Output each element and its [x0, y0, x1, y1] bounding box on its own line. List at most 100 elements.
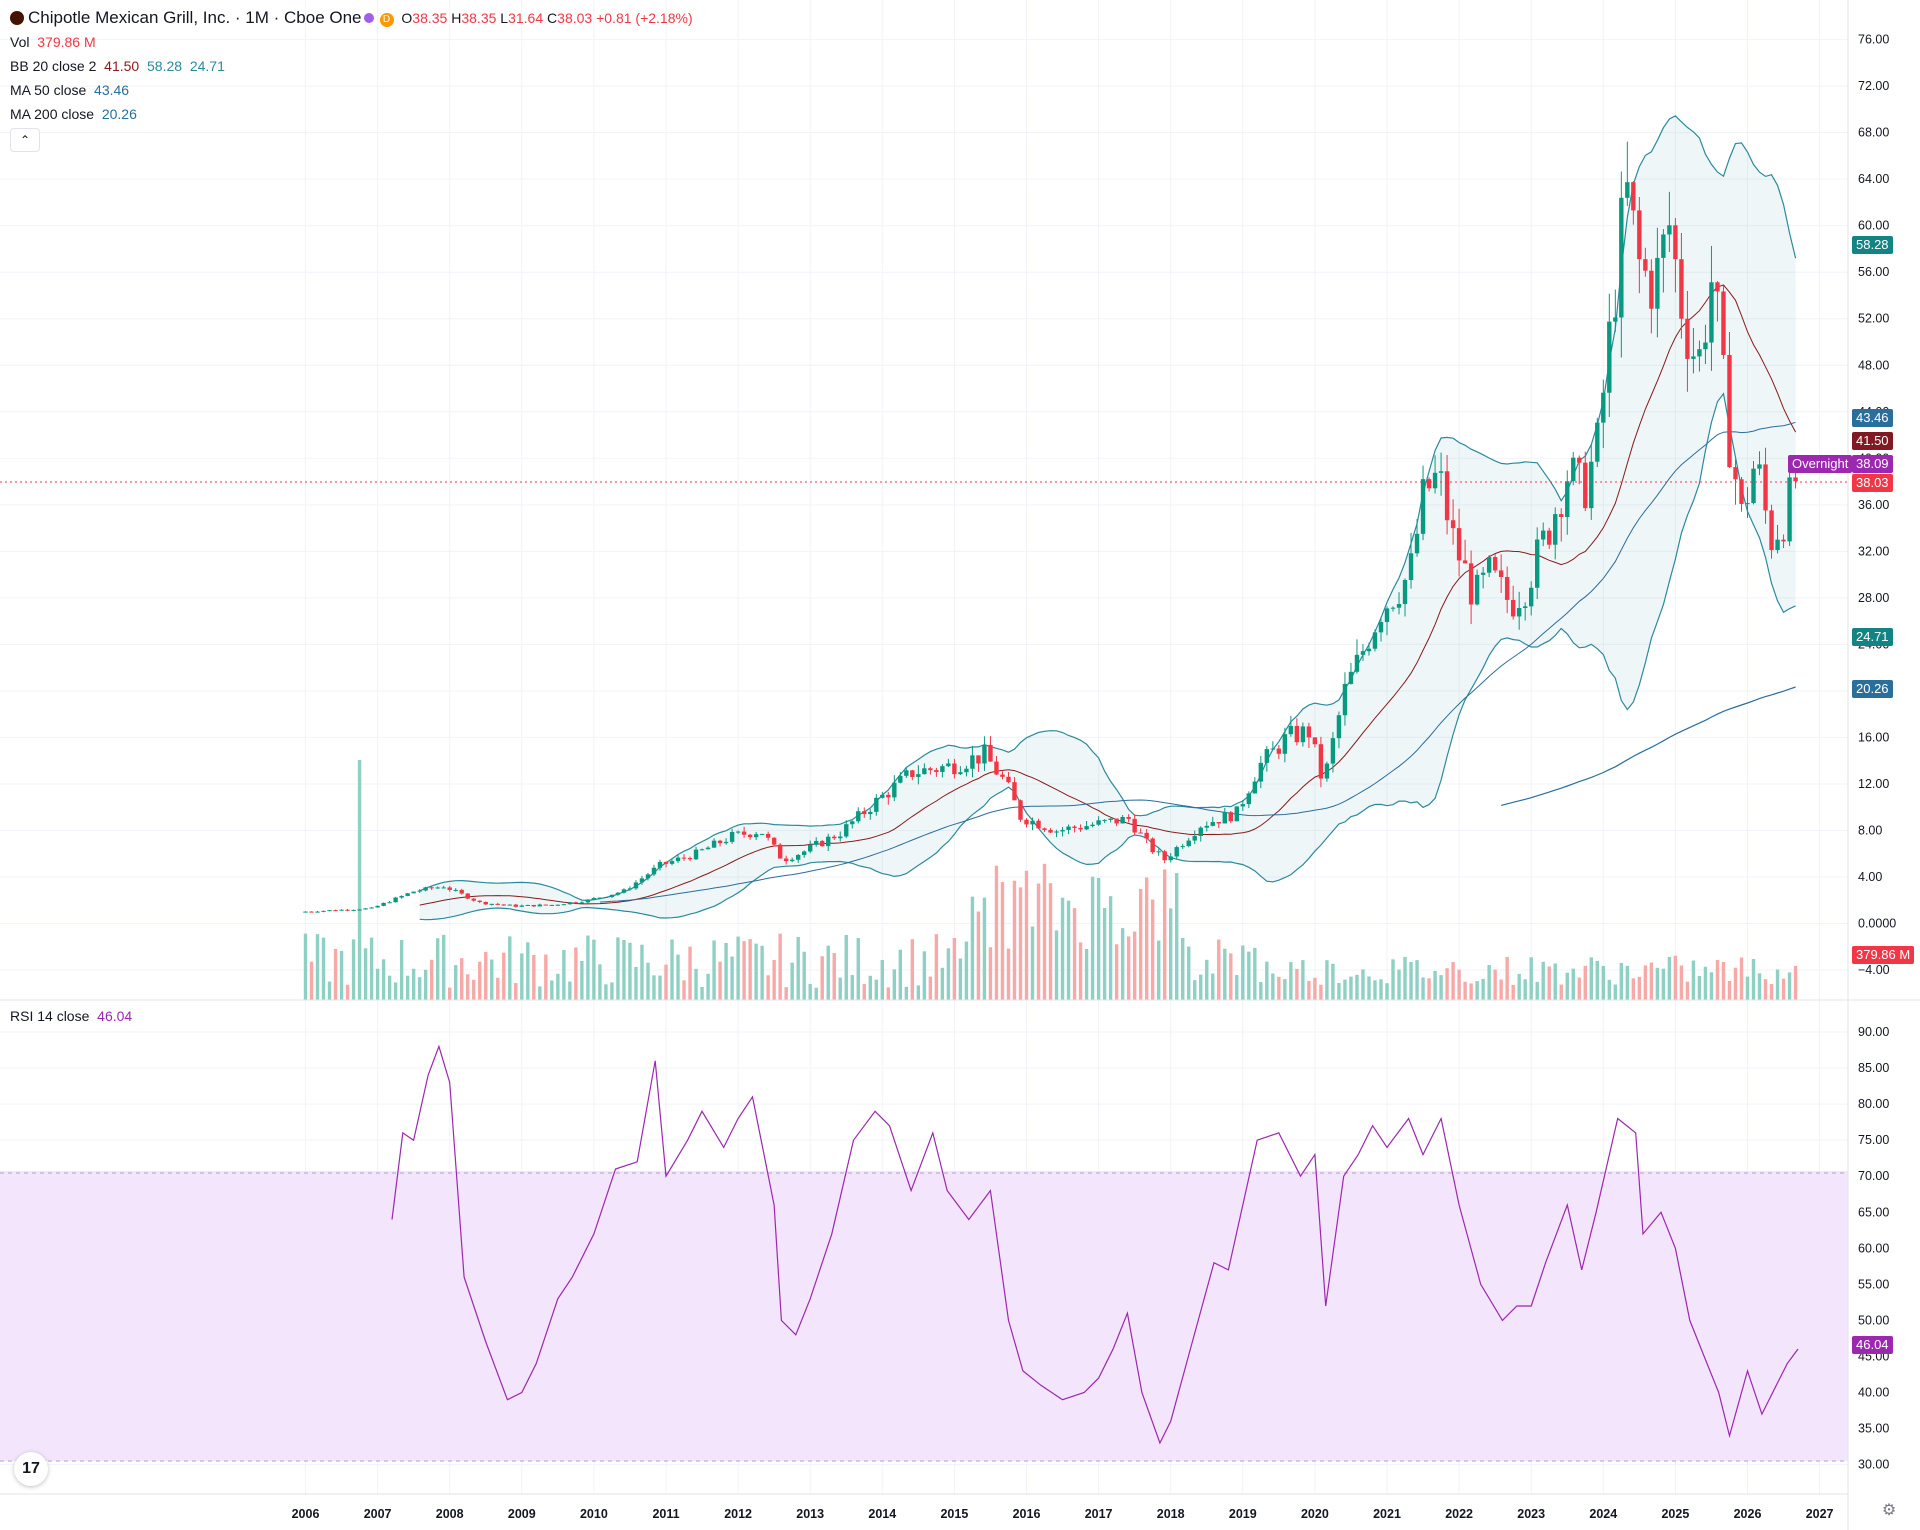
- volume-bar: [796, 936, 800, 1000]
- rsi-legend[interactable]: RSI 14 close 46.04: [10, 1008, 132, 1024]
- volume-bar: [832, 953, 836, 1000]
- volume-bar: [1162, 869, 1167, 1000]
- candle: [1661, 234, 1666, 258]
- volume-bar: [1727, 980, 1732, 1000]
- volume-bar: [544, 954, 548, 1000]
- candle: [471, 898, 476, 901]
- candle: [585, 899, 591, 903]
- volume-bar: [1295, 968, 1299, 1000]
- volume-bar: [1259, 982, 1263, 1000]
- candle: [1601, 392, 1606, 423]
- overnight-label: Overnight: [1788, 455, 1853, 473]
- volume-bar: [1469, 983, 1473, 1000]
- volume-bar: [1253, 947, 1257, 1000]
- market-status-badge[interactable]: D: [379, 13, 394, 27]
- volume-bar: [748, 939, 752, 1000]
- candle: [994, 761, 999, 775]
- candle: [519, 905, 524, 907]
- candle: [1030, 820, 1035, 825]
- legend-ma200[interactable]: MA 200 close 20.26: [10, 102, 693, 126]
- volume-bar: [940, 967, 945, 1000]
- rsi-label: RSI 14 close: [10, 1008, 90, 1024]
- candle: [681, 857, 687, 859]
- time-axis[interactable]: 2006 2007 2008 2009 2010 2011 2012 2013 2014 2015…: [292, 1507, 1834, 1521]
- candle: [1264, 749, 1270, 763]
- visibility-icon[interactable]: [363, 13, 374, 23]
- volume-bar: [1385, 983, 1389, 1000]
- candle: [1787, 477, 1792, 542]
- price-tick-label: 12.00: [1858, 777, 1889, 791]
- time-tick-label: 2014: [868, 1507, 896, 1521]
- candle: [1456, 528, 1462, 561]
- volume-bar: [345, 984, 350, 1000]
- rsi-tick-label: 70.00: [1858, 1169, 1889, 1183]
- candle: [507, 904, 512, 906]
- volume-bar: [1763, 979, 1768, 1000]
- volume-bar: [1409, 962, 1413, 1000]
- volume-bar: [1565, 972, 1569, 1000]
- candle: [501, 904, 506, 906]
- volume-bar: [562, 950, 566, 1000]
- volume-bar: [1313, 977, 1317, 1000]
- candle: [453, 889, 458, 891]
- candle: [1426, 479, 1432, 489]
- candle: [1072, 826, 1077, 828]
- price-tick-label: −4.00: [1858, 963, 1890, 977]
- volume-bar: [934, 934, 939, 1000]
- volume-bar: [916, 985, 921, 1000]
- candle: [339, 909, 344, 911]
- volume-bar: [1277, 976, 1281, 1000]
- time-tick-label: 2017: [1085, 1507, 1113, 1521]
- volume-bar: [405, 975, 410, 1000]
- symbol-row[interactable]: Chipotle Mexican Grill, Inc. · 1M · Cboe…: [10, 6, 693, 30]
- candle: [615, 892, 621, 895]
- gear-icon[interactable]: ⚙: [1881, 1502, 1897, 1519]
- volume-bar: [664, 964, 668, 1000]
- volume-bar: [1325, 960, 1329, 1000]
- overnight-price-label: 38.09: [1852, 455, 1893, 473]
- volume-bar: [1066, 900, 1071, 1000]
- collapse-legend-button[interactable]: ⌃: [10, 128, 40, 152]
- candle: [1486, 557, 1492, 573]
- rsi-tick-label: 60.00: [1858, 1241, 1889, 1255]
- volume-bar: [1349, 976, 1353, 1000]
- volume-bar: [1493, 969, 1497, 1000]
- price-axis[interactable]: 76.00 72.00 68.00 64.00 60.00 56.00 52.00 48.00…: [1858, 33, 1896, 977]
- volume-bar: [1235, 974, 1239, 1000]
- candle: [1114, 818, 1119, 824]
- legend-bollinger[interactable]: BB 20 close 2 41.50 58.28 24.71: [10, 54, 693, 78]
- candle: [561, 904, 567, 906]
- rsi-tick-label: 85.00: [1858, 1061, 1889, 1075]
- candle: [765, 833, 771, 838]
- candle: [1372, 632, 1378, 649]
- legend-ma50[interactable]: MA 50 close 43.46: [10, 78, 693, 102]
- candle: [1733, 467, 1738, 480]
- volume-bar: [1595, 960, 1599, 1000]
- volume-bar: [1090, 876, 1095, 1000]
- symbol-title[interactable]: Chipotle Mexican Grill, Inc. · 1M · Cboe…: [28, 8, 362, 27]
- volume-bar: [490, 959, 494, 1000]
- candle: [850, 821, 855, 825]
- candle: [1384, 608, 1390, 623]
- candle: [771, 837, 777, 845]
- candle: [567, 902, 573, 905]
- candle: [1258, 762, 1264, 782]
- candle: [952, 763, 957, 775]
- candle: [1450, 520, 1456, 529]
- legend-volume[interactable]: Vol 379.86 M: [10, 30, 693, 54]
- volume-bar: [1511, 984, 1515, 1000]
- volume-bar: [1637, 976, 1642, 1000]
- volume-bar: [1036, 883, 1041, 1000]
- rsi-axis[interactable]: 90.00 85.00 80.00 75.00 70.00 65.00 60.00 55.00…: [1858, 1025, 1889, 1472]
- volume-bar: [1739, 957, 1744, 1000]
- volume-bar: [1181, 937, 1185, 1000]
- candle: [459, 889, 464, 894]
- candle: [1126, 817, 1131, 819]
- volume-bar: [1301, 960, 1305, 1000]
- candle: [597, 897, 603, 899]
- volume-bar: [760, 945, 764, 1000]
- candle: [435, 887, 440, 889]
- candle: [1198, 827, 1203, 837]
- tradingview-logo[interactable]: 17: [14, 1452, 48, 1486]
